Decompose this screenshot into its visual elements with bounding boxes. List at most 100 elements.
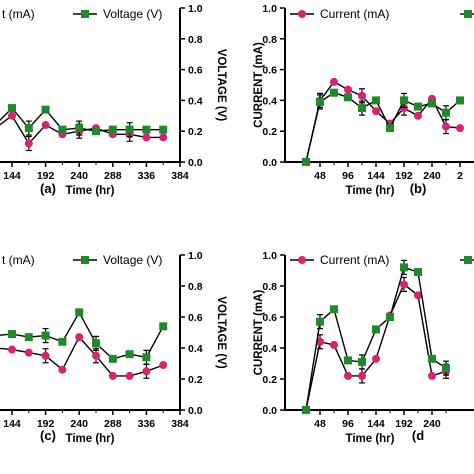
data-point-circle [372, 107, 380, 116]
x-tick-label: 192 [37, 170, 55, 182]
data-point-square [316, 317, 324, 326]
data-point-square [386, 313, 394, 321]
data-point-circle [414, 111, 422, 120]
x-tick-label: 48 [314, 170, 326, 182]
data-point-square [58, 337, 67, 346]
data-point-circle [372, 354, 380, 363]
data-point-circle [41, 351, 50, 360]
series-line-0 [0, 114, 164, 145]
data-point-square [344, 93, 352, 102]
data-point-circle [24, 139, 33, 148]
y-tick-label: 0.2 [188, 374, 203, 386]
y-tick-label: 1.0 [262, 3, 277, 15]
data-point-square [428, 354, 436, 363]
x-tick-label: 96 [342, 170, 354, 182]
y-tick-label: 0.0 [262, 405, 277, 417]
data-point-square [92, 127, 100, 136]
data-point-square [386, 124, 394, 133]
series-line-1 [0, 107, 164, 132]
data-point-circle [442, 122, 450, 131]
data-point-square [400, 263, 408, 272]
data-point-square [442, 108, 450, 117]
data-point-circle [414, 291, 422, 300]
x-axis-label: Time (hr) [66, 433, 115, 445]
series-line-1 [305, 91, 461, 163]
y-tick-label: 0.4 [262, 95, 277, 107]
data-point-circle [344, 371, 352, 380]
data-point-square [456, 96, 464, 105]
data-point-square [125, 125, 134, 134]
data-point-circle [41, 121, 50, 130]
y-tick-label: 0.4 [188, 343, 203, 355]
panel-label: (a) [40, 181, 56, 196]
y-tick-label: 0.0 [188, 405, 203, 417]
legend-marker-square-partial [464, 10, 472, 18]
data-point-square [316, 97, 324, 106]
legend-marker-square [81, 10, 89, 18]
y-tick-label: 0.6 [262, 312, 277, 324]
data-point-square [142, 125, 151, 134]
data-point-square [108, 354, 117, 363]
data-point-circle [8, 111, 16, 120]
x-tick-label: 192 [395, 170, 413, 182]
data-point-circle [456, 124, 464, 133]
data-point-square [442, 364, 450, 373]
data-point-circle [75, 333, 84, 342]
y-tick-label: 1.0 [188, 250, 203, 262]
series-line-0 [305, 283, 447, 411]
data-point-square [159, 125, 168, 134]
legend-label: Current (mA) [320, 253, 389, 267]
data-point-square [400, 96, 408, 105]
y-axis-label: CURRENT (mA) [253, 290, 265, 376]
y-tick-label: 0.0 [262, 157, 277, 169]
y-tick-label: 0.6 [188, 65, 203, 77]
data-point-circle [142, 367, 151, 376]
data-point-circle [142, 133, 151, 142]
y-tick-label: 0.0 [188, 157, 203, 169]
x-tick-label: 240 [70, 418, 88, 430]
data-point-square [142, 353, 151, 362]
data-point-square [41, 331, 50, 340]
y-tick-label: 1.0 [262, 250, 277, 262]
data-point-circle [316, 337, 324, 346]
chart-panel-d: 0.0 0.2 0.4 0.6 0.8 1.0 48 96 144 192 240 Time (hr)… [253, 250, 474, 445]
x-axis-label: Time (hr) [66, 185, 115, 197]
data-point-square [330, 305, 338, 314]
data-point-square [302, 406, 310, 414]
data-point-circle [358, 371, 366, 380]
data-point-circle [400, 104, 408, 113]
chart-panel-a: 0.0 0.2 0.4 0.6 0.8 1.0 144 192 240 288 336 384 Time… [0, 3, 227, 197]
data-point-square [372, 325, 380, 334]
data-point-circle [330, 340, 338, 349]
x-tick-label: 2 [457, 170, 463, 182]
y-tick-label: 0.8 [188, 34, 203, 46]
y-tick-label: 0.8 [188, 281, 203, 293]
data-point-circle [108, 371, 117, 380]
data-point-circle [344, 85, 352, 94]
legend-marker-circle [298, 10, 306, 18]
chart-panel-c: 0.0 0.2 0.4 0.6 0.8 1.0 144 192 240 288 336 384 Time… [0, 250, 227, 445]
x-tick-label: 384 [171, 170, 189, 182]
data-point-square [414, 268, 422, 277]
data-point-square [302, 158, 310, 166]
data-point-square [428, 99, 436, 108]
data-point-circle [24, 348, 33, 357]
y-tick-label: 0.6 [188, 312, 203, 324]
data-point-circle [400, 280, 408, 289]
data-point-circle [8, 345, 16, 354]
x-tick-label: 336 [138, 170, 156, 182]
data-point-square [330, 88, 338, 97]
data-point-square [414, 102, 422, 111]
x-tick-label: 240 [423, 418, 441, 430]
data-point-square [8, 104, 16, 113]
data-point-circle [428, 371, 436, 380]
data-point-circle [125, 371, 134, 380]
panel-label: (b) [410, 181, 427, 196]
data-point-square [24, 124, 33, 133]
legend-label: t (mA) [2, 7, 35, 21]
chart-panel-b: 0.0 0.2 0.4 0.6 0.8 1.0 48 96 144 192 240 2 Time (hr… [253, 3, 474, 197]
series-line-0 [305, 80, 461, 163]
legend-label: Current (mA) [320, 7, 389, 21]
data-point-square [24, 333, 33, 342]
